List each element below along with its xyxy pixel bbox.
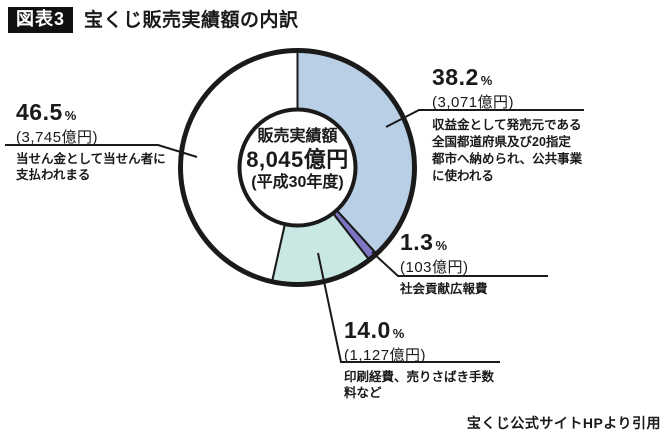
callout-proceeds-percent: 38.2% xyxy=(432,64,493,90)
leader-line-csr xyxy=(371,251,548,277)
callout-csr: 1.3% (103億円) 社会貢献広報費 xyxy=(400,229,488,298)
donut-inner-ring xyxy=(237,107,358,228)
leader-line-winnings xyxy=(5,144,198,158)
center-label-period: (平成30年度) xyxy=(251,174,344,191)
donut-outer-ring xyxy=(178,48,417,287)
callout-csr-description: 社会貢献広報費 xyxy=(400,282,488,296)
callout-proceeds-description: 収益金として発売元である 全国都道府県及び20指定 都市へ納められ、公共事業 に… xyxy=(432,118,583,183)
leader-line-costs xyxy=(317,252,500,363)
center-label-amount: 8,045億円 xyxy=(246,147,349,172)
callout-costs: 14.0% (1,127億円) 印刷経費、売りさばき手数 料など xyxy=(344,317,494,401)
callout-proceeds-amount: (3,071億円) xyxy=(432,94,515,111)
leader-line-proceeds xyxy=(385,109,584,128)
center-label-title: 販売実績額 xyxy=(257,128,338,145)
source-attribution: 宝くじ公式サイトHPより引用 xyxy=(466,415,661,431)
chart-center-label: 販売実績額 8,045億円 (平成30年度) xyxy=(217,127,378,193)
callout-costs-amount: (1,127億円) xyxy=(344,347,427,364)
callout-costs-percent: 14.0% xyxy=(344,317,405,343)
callout-winnings: 46.5% (3,745億円) 当せん金として当せん者に 支払われまる xyxy=(16,99,166,183)
figure-tag: 図表3 xyxy=(8,7,74,33)
callout-proceeds: 38.2% (3,071億円) 収益金として発売元である 全国都道府県及び20指… xyxy=(432,64,582,185)
callout-csr-amount: (103億円) xyxy=(400,259,469,276)
callout-winnings-description: 当せん金として当せん者に 支払われまる xyxy=(16,152,166,182)
callout-costs-description: 印刷経費、売りさばき手数 料など xyxy=(344,370,495,400)
callout-csr-percent: 1.3% xyxy=(400,229,448,255)
figure-title: 宝くじ販売実績額の内訳 xyxy=(84,10,299,31)
callout-winnings-amount: (3,745億円) xyxy=(16,129,99,146)
callout-winnings-percent: 46.5% xyxy=(16,99,77,125)
